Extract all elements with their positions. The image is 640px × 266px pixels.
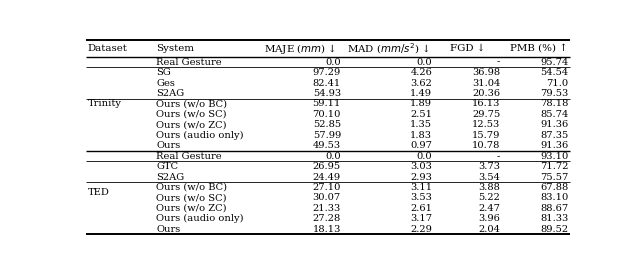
Text: Ours (audio only): Ours (audio only) [156,214,244,223]
Text: 0.0: 0.0 [417,152,432,161]
Text: 70.10: 70.10 [312,110,341,119]
Text: 3.62: 3.62 [410,78,432,88]
Text: Ours (audio only): Ours (audio only) [156,131,244,140]
Text: Trinity: Trinity [88,99,122,109]
Text: 31.04: 31.04 [472,78,500,88]
Text: Real Gesture: Real Gesture [156,58,221,66]
Text: 82.41: 82.41 [313,78,341,88]
Text: 83.10: 83.10 [540,193,568,202]
Text: 2.29: 2.29 [410,225,432,234]
Text: S2AG: S2AG [156,89,184,98]
Text: 5.22: 5.22 [479,193,500,202]
Text: 27.28: 27.28 [313,214,341,223]
Text: 88.67: 88.67 [540,204,568,213]
Text: GTC: GTC [156,162,178,171]
Text: 0.0: 0.0 [325,152,341,161]
Text: Ges: Ges [156,78,175,88]
Text: 2.51: 2.51 [410,110,432,119]
Text: Ours: Ours [156,225,180,234]
Text: 2.04: 2.04 [479,225,500,234]
Text: 4.26: 4.26 [410,68,432,77]
Text: 87.35: 87.35 [540,131,568,140]
Text: PMB (%) ↑: PMB (%) ↑ [510,44,568,53]
Text: TED: TED [88,188,110,197]
Text: 27.10: 27.10 [312,183,341,192]
Text: 24.49: 24.49 [313,173,341,181]
Text: Ours (w/o ZC): Ours (w/o ZC) [156,204,227,213]
Text: 54.93: 54.93 [313,89,341,98]
Text: 57.99: 57.99 [313,131,341,140]
Text: 93.10: 93.10 [540,152,568,161]
Text: 3.73: 3.73 [478,162,500,171]
Text: Ours (w/o SC): Ours (w/o SC) [156,193,227,202]
Text: 0.0: 0.0 [325,58,341,66]
Text: -: - [497,152,500,161]
Text: 91.36: 91.36 [540,120,568,129]
Text: 1.83: 1.83 [410,131,432,140]
Text: 3.54: 3.54 [479,173,500,181]
Text: 2.93: 2.93 [410,173,432,181]
Text: 91.36: 91.36 [540,141,568,150]
Text: 89.52: 89.52 [540,225,568,234]
Text: 85.74: 85.74 [540,110,568,119]
Text: Ours (w/o BC): Ours (w/o BC) [156,183,227,192]
Text: 54.54: 54.54 [540,68,568,77]
Text: 52.85: 52.85 [313,120,341,129]
Text: 67.88: 67.88 [540,183,568,192]
Text: 0.97: 0.97 [410,141,432,150]
Text: 15.79: 15.79 [472,131,500,140]
Text: 18.13: 18.13 [312,225,341,234]
Text: Ours: Ours [156,141,180,150]
Text: Ours (w/o ZC): Ours (w/o ZC) [156,120,227,129]
Text: 3.17: 3.17 [410,214,432,223]
Text: MAJE ($\it{mm}$) ↓: MAJE ($\it{mm}$) ↓ [264,41,336,56]
Text: 71.0: 71.0 [547,78,568,88]
Text: 49.53: 49.53 [313,141,341,150]
Text: FGD ↓: FGD ↓ [450,44,486,53]
Text: Ours (w/o SC): Ours (w/o SC) [156,110,227,119]
Text: Dataset: Dataset [88,44,128,53]
Text: 10.78: 10.78 [472,141,500,150]
Text: 30.07: 30.07 [313,193,341,202]
Text: 3.53: 3.53 [410,193,432,202]
Text: 29.75: 29.75 [472,110,500,119]
Text: 97.29: 97.29 [313,68,341,77]
Text: 95.74: 95.74 [540,58,568,66]
Text: System: System [156,44,194,53]
Text: SG: SG [156,68,171,77]
Text: 3.96: 3.96 [479,214,500,223]
Text: 3.11: 3.11 [410,183,432,192]
Text: 75.57: 75.57 [540,173,568,181]
Text: Ours (w/o BC): Ours (w/o BC) [156,99,227,109]
Text: 71.72: 71.72 [540,162,568,171]
Text: 59.11: 59.11 [312,99,341,109]
Text: 1.35: 1.35 [410,120,432,129]
Text: Real Gesture: Real Gesture [156,152,221,161]
Text: 2.61: 2.61 [410,204,432,213]
Text: 12.53: 12.53 [472,120,500,129]
Text: 79.53: 79.53 [540,89,568,98]
Text: -: - [497,58,500,66]
Text: 81.33: 81.33 [540,214,568,223]
Text: MAD ($\it{mm/s^2}$) ↓: MAD ($\it{mm/s^2}$) ↓ [346,41,429,56]
Text: 16.13: 16.13 [472,99,500,109]
Text: 3.03: 3.03 [410,162,432,171]
Text: 26.95: 26.95 [313,162,341,171]
Text: 0.0: 0.0 [417,58,432,66]
Text: 78.18: 78.18 [540,99,568,109]
Text: 36.98: 36.98 [472,68,500,77]
Text: 1.89: 1.89 [410,99,432,109]
Text: S2AG: S2AG [156,173,184,181]
Text: 2.47: 2.47 [478,204,500,213]
Text: 20.36: 20.36 [472,89,500,98]
Text: 1.49: 1.49 [410,89,432,98]
Text: 3.88: 3.88 [479,183,500,192]
Text: 21.33: 21.33 [313,204,341,213]
